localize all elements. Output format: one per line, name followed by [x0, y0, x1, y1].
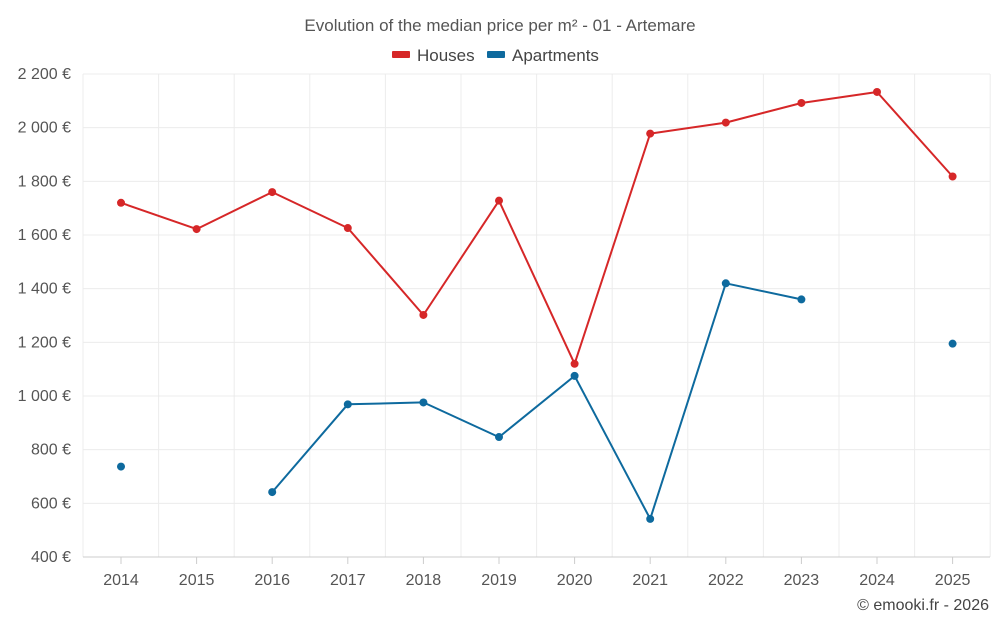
x-tick-label: 2022: [708, 572, 744, 589]
grid: [82, 73, 991, 558]
data-point-houses[interactable]: [343, 224, 352, 233]
data-point-houses[interactable]: [268, 188, 277, 197]
x-tick-label: 2023: [784, 572, 820, 589]
y-tick-label: 1 400 €: [18, 281, 71, 298]
data-point-houses[interactable]: [797, 98, 806, 107]
data-point-houses[interactable]: [495, 196, 503, 205]
data-point-houses[interactable]: [419, 310, 428, 319]
legend-item-apartments[interactable]: Apartments: [487, 46, 599, 65]
credit-text: © emooki.fr - 2026: [857, 597, 989, 614]
y-tick-label: 600 €: [31, 495, 71, 512]
data-point-houses[interactable]: [948, 172, 957, 181]
x-tick-label: 2021: [632, 572, 668, 589]
data-point-apartments[interactable]: [419, 398, 428, 407]
legend-swatch-houses: [392, 51, 410, 58]
legend-label-apartments: Apartments: [512, 46, 599, 65]
x-tick-label: 2016: [254, 572, 290, 589]
data-point-apartments[interactable]: [948, 339, 957, 348]
legend-swatch-apartments: [487, 51, 505, 58]
y-tick-label: 1 600 €: [18, 227, 71, 244]
x-tick-label: 2020: [557, 572, 593, 589]
data-point-houses[interactable]: [721, 118, 730, 127]
data-point-houses[interactable]: [873, 87, 881, 96]
series-line-apartments: [271, 282, 802, 520]
data-point-apartments[interactable]: [646, 514, 655, 523]
x-tick-label: 2017: [330, 572, 366, 589]
y-tick-label: 1 000 €: [18, 388, 71, 405]
data-point-houses[interactable]: [192, 225, 201, 234]
legend-label-houses: Houses: [417, 46, 475, 65]
y-tick-label: 400 €: [31, 549, 71, 566]
data-point-apartments[interactable]: [495, 433, 503, 442]
legend: Houses Apartments: [392, 46, 599, 65]
data-point-houses[interactable]: [117, 198, 125, 207]
x-tick-label: 2025: [935, 572, 971, 589]
data-point-apartments[interactable]: [268, 488, 277, 497]
data-point-apartments[interactable]: [797, 295, 806, 304]
y-tick-label: 1 200 €: [18, 334, 71, 351]
data-point-apartments[interactable]: [343, 400, 352, 409]
series-houses: [117, 87, 957, 368]
data-point-apartments[interactable]: [570, 371, 579, 380]
series-line-houses: [120, 91, 954, 365]
y-tick-label: 1 800 €: [18, 173, 71, 190]
data-point-houses[interactable]: [570, 359, 579, 368]
data-point-houses[interactable]: [646, 129, 655, 138]
x-tick-label: 2018: [406, 572, 442, 589]
series-apartments: [117, 279, 957, 523]
x-tick-label: 2019: [481, 572, 517, 589]
y-tick-label: 800 €: [31, 442, 71, 459]
y-tick-label: 2 000 €: [18, 120, 71, 137]
y-tick-label: 2 200 €: [18, 66, 71, 83]
x-tick-label: 2014: [103, 572, 139, 589]
data-point-apartments[interactable]: [721, 279, 730, 288]
series: [117, 87, 957, 523]
x-tick-label: 2024: [859, 572, 895, 589]
legend-item-houses[interactable]: Houses: [392, 46, 475, 65]
x-tick-label: 2015: [179, 572, 215, 589]
data-point-apartments[interactable]: [117, 462, 125, 471]
chart-title: Evolution of the median price per m² - 0…: [304, 16, 695, 35]
axes: 400 € 600 € 800 € 1 000 € 1 200 € 1 400 € 1 60…: [18, 66, 990, 589]
